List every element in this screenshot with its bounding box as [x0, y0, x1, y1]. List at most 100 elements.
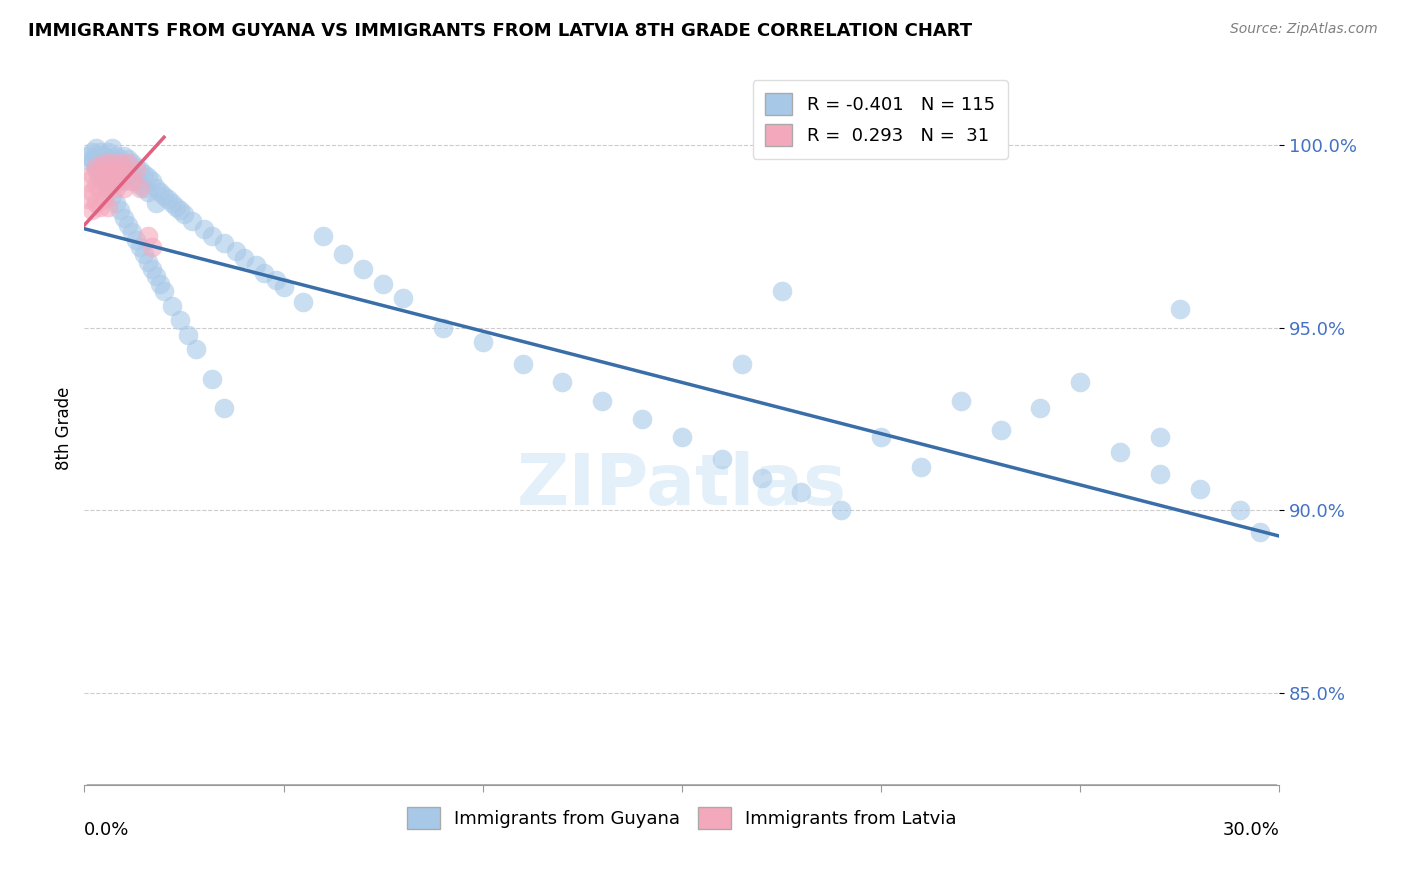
Point [93, 174, 115, 188]
Point [136, 185, 159, 199]
Point [990, 423, 1012, 437]
Point [591, 393, 613, 408]
Point [97, 181, 120, 195]
Point [77, 193, 100, 207]
Point [1109, 445, 1132, 459]
Point [160, 196, 183, 211]
Point [273, 280, 295, 294]
Point [731, 357, 754, 371]
Point [89, 170, 111, 185]
Point [105, 160, 128, 174]
Point [551, 376, 574, 390]
Point [790, 485, 813, 500]
Text: Source: ZipAtlas.com: Source: ZipAtlas.com [1230, 22, 1378, 37]
Point [110, 156, 132, 170]
Point [225, 244, 247, 258]
Point [1029, 401, 1052, 415]
Point [870, 430, 893, 444]
Point [181, 214, 204, 228]
Point [292, 294, 315, 309]
Point [193, 221, 215, 235]
Point [86, 163, 108, 178]
Point [77, 148, 100, 162]
Point [141, 174, 163, 188]
Point [93, 174, 115, 188]
Point [93, 160, 115, 174]
Point [141, 240, 163, 254]
Legend: Immigrants from Guyana, Immigrants from Latvia: Immigrants from Guyana, Immigrants from … [396, 797, 967, 840]
Point [177, 327, 200, 342]
Text: IMMIGRANTS FROM GUYANA VS IMMIGRANTS FROM LATVIA 8TH GRADE CORRELATION CHART: IMMIGRANTS FROM GUYANA VS IMMIGRANTS FRO… [28, 22, 972, 40]
Point [129, 181, 152, 195]
Point [101, 156, 124, 170]
Point [101, 188, 124, 202]
Point [169, 203, 191, 218]
Point [97, 163, 120, 178]
Point [169, 313, 191, 327]
Point [101, 141, 124, 155]
Point [77, 174, 100, 188]
Point [136, 229, 159, 244]
Point [112, 181, 135, 195]
Point [112, 160, 135, 174]
Point [770, 284, 793, 298]
Point [1069, 376, 1091, 390]
Text: 0.0%: 0.0% [84, 821, 129, 838]
Point [82, 152, 104, 166]
Point [82, 156, 104, 170]
Point [149, 277, 172, 291]
Point [1229, 503, 1251, 517]
Point [82, 145, 104, 159]
Text: 30.0%: 30.0% [1223, 821, 1279, 838]
Point [112, 211, 135, 225]
Point [105, 181, 128, 195]
Point [132, 181, 156, 195]
Y-axis label: 8th Grade: 8th Grade [55, 386, 73, 470]
Point [121, 170, 143, 185]
Point [145, 196, 167, 211]
Point [245, 258, 267, 272]
Point [89, 200, 111, 214]
Point [93, 193, 115, 207]
Point [253, 266, 276, 280]
Point [141, 262, 163, 277]
Point [86, 196, 108, 211]
Point [117, 156, 139, 170]
Point [153, 284, 176, 298]
Point [264, 273, 287, 287]
Point [949, 393, 972, 408]
Point [1188, 482, 1211, 496]
Point [751, 470, 773, 484]
Point [86, 178, 108, 192]
Point [471, 335, 494, 350]
Point [125, 174, 148, 188]
Text: ZIPatlas: ZIPatlas [517, 450, 846, 520]
Point [86, 160, 108, 174]
Point [145, 269, 167, 284]
Point [184, 343, 207, 357]
Point [132, 247, 156, 261]
Point [1149, 467, 1171, 481]
Point [312, 229, 335, 244]
Point [173, 207, 195, 221]
Point [89, 167, 111, 181]
Point [89, 163, 111, 178]
Point [82, 167, 104, 181]
Point [82, 203, 104, 218]
Point [110, 203, 132, 218]
Point [1249, 525, 1271, 540]
Point [117, 167, 139, 181]
Point [93, 156, 115, 170]
Point [830, 503, 852, 517]
Point [153, 188, 176, 202]
Point [89, 145, 111, 159]
Point [97, 156, 120, 170]
Point [671, 430, 693, 444]
Point [105, 174, 128, 188]
Point [160, 299, 183, 313]
Point [373, 277, 395, 291]
Point [201, 372, 224, 386]
Point [110, 152, 132, 166]
Point [97, 145, 120, 159]
Point [86, 141, 108, 155]
